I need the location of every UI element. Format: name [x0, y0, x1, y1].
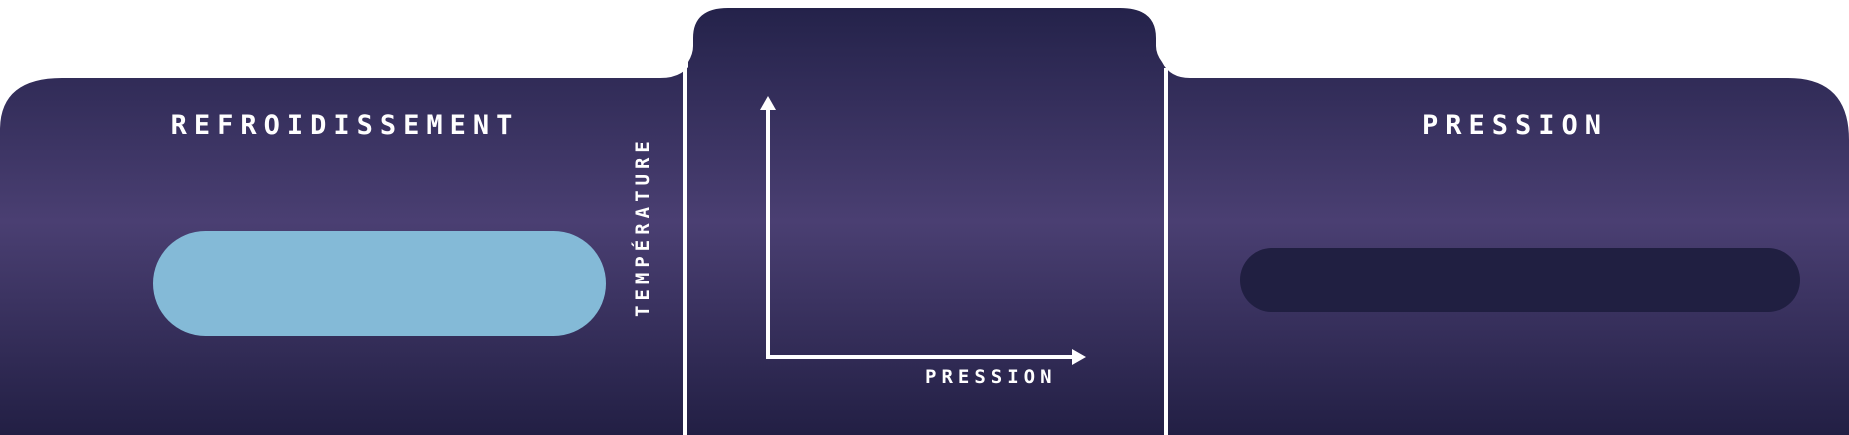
cooling-button[interactable] — [153, 231, 606, 336]
center-panel-shape — [688, 8, 1162, 435]
y-axis-arrow — [760, 96, 776, 110]
x-axis-arrow — [1072, 349, 1086, 365]
divider-right — [1164, 68, 1168, 435]
y-axis-label: TEMPÉRATURE — [632, 136, 654, 317]
pressure-title: PRESSION — [1421, 110, 1609, 141]
pressure-button[interactable] — [1240, 248, 1800, 312]
divider-left — [683, 64, 687, 435]
cooling-title: REFROIDISSEMENT — [170, 110, 520, 141]
x-axis-label: PRESSION — [925, 366, 1057, 388]
